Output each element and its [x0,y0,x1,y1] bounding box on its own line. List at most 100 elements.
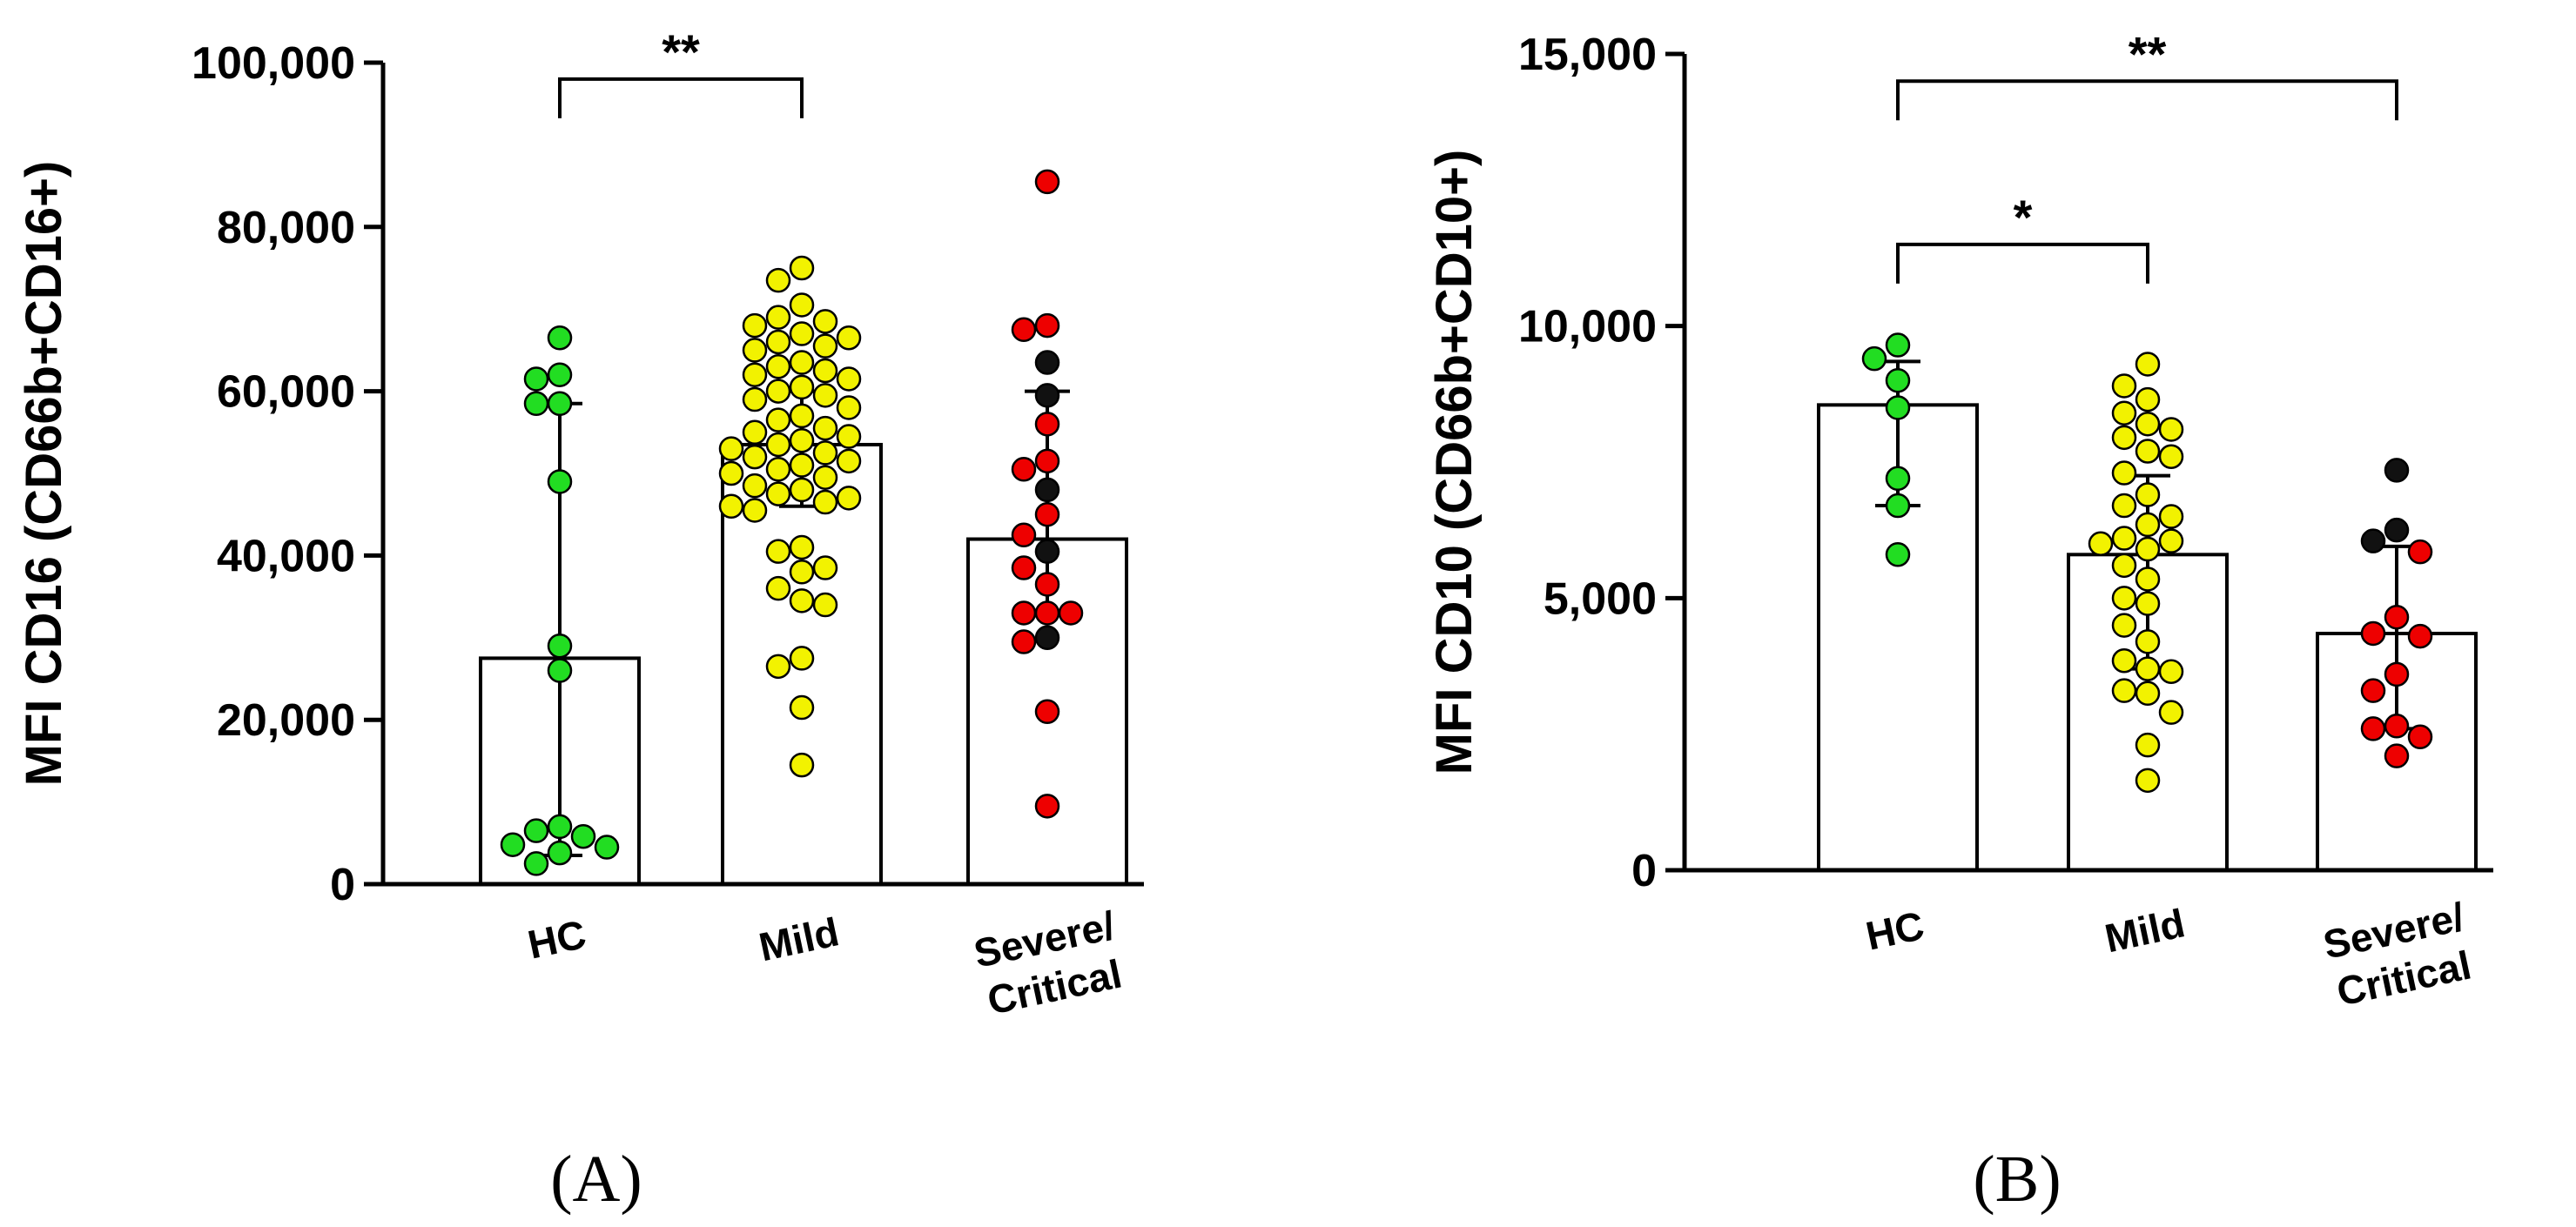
panel-b-label: (B) [1973,1143,2061,1216]
category-label: HC [524,911,590,968]
data-point [789,403,815,429]
data-point [1885,493,1911,519]
data-point [594,835,620,860]
data-point [765,305,791,330]
data-point [765,457,791,482]
significance-bracket [558,77,804,118]
data-point [789,350,815,375]
data-point [789,292,815,318]
data-point [812,440,838,466]
data-point [2088,531,2114,557]
data-point [2135,567,2161,592]
data-point [547,633,573,659]
data-point [789,752,815,778]
data-point [1058,600,1084,626]
data-point [2111,678,2137,703]
data-point [2135,629,2161,654]
data-point [1885,542,1911,567]
data-point [2158,528,2184,553]
data-point [2360,528,2386,553]
y-tick-label: 40,000 [217,531,355,581]
data-point [1011,457,1037,482]
data-point [2135,656,2161,681]
data-point [789,255,815,281]
data-point [1034,412,1060,437]
data-point [1011,555,1037,580]
data-point [1034,383,1060,408]
data-point [2111,613,2137,638]
significance-label: ** [2129,26,2167,81]
data-point [742,312,768,339]
data-point [2135,386,2161,412]
y-tick-label: 0 [1631,846,1657,896]
data-point [2135,591,2161,616]
data-point [2135,536,2161,562]
data-point [789,534,815,560]
data-point [1034,699,1060,725]
data-point [812,333,838,359]
category-label: Severe/Critical [970,902,1129,1024]
data-point [2111,526,2137,551]
data-point [1011,600,1037,626]
data-point [2360,620,2386,647]
data-point [547,840,573,866]
data-point [2111,425,2137,451]
data-point [2111,553,2137,579]
data-point [1034,169,1060,195]
data-point [765,539,791,564]
category-label: Severe/Critical [2319,894,2478,1016]
data-point [2360,678,2386,703]
data-point [1011,522,1037,548]
panel-a-label: (A) [550,1143,642,1216]
data-point [2407,623,2433,649]
data-point [2135,768,2161,794]
data-point [2158,417,2184,442]
data-point [789,453,815,478]
data-point [2407,724,2433,750]
data-point [1034,501,1060,527]
data-point [812,415,838,441]
panel-a-chart: 0 20,000 40,000 60,000 80,000 100,000 MFI CD16… [16,24,1144,1024]
data-point [2360,716,2386,741]
category-label-line: Mild [755,909,843,969]
data-point [718,436,744,461]
data-point [765,407,791,432]
data-point [2111,647,2137,674]
data-point [2135,681,2161,707]
data-point [1885,332,1911,358]
data-point [1034,539,1060,564]
data-point [812,555,838,580]
y-tick-label: 15,000 [1518,30,1657,80]
data-point [718,493,744,520]
data-point [742,444,768,470]
data-point [2158,659,2184,685]
category-label-line: Mild [2101,900,2189,961]
data-point [2135,482,2161,507]
data-point [523,366,549,392]
y-tick-label: 0 [330,860,355,910]
y-tick-label: 20,000 [217,695,355,746]
data-point [765,329,791,355]
data-point [1011,317,1037,343]
data-point [789,694,815,721]
data-point [1885,466,1911,492]
category-label-line: HC [1862,902,1928,959]
y-tick-label: 80,000 [217,203,355,253]
y-tick-label: 10,000 [1518,302,1657,352]
data-point [765,267,791,293]
data-point [742,473,768,499]
data-point [2384,714,2410,739]
data-point [1034,794,1060,819]
y-tick-label: 100,000 [192,38,355,89]
y-tick-label: 5,000 [1544,573,1657,624]
significance-label: ** [662,24,700,79]
data-point [836,424,862,449]
data-point [765,654,791,680]
data-point [547,469,573,494]
data-point [2384,458,2410,483]
data-point [2135,512,2161,538]
data-point [836,448,862,474]
data-point [812,489,838,515]
y-axis-title: MFI CD10 (CD66b+CD10+) [1426,150,1483,775]
